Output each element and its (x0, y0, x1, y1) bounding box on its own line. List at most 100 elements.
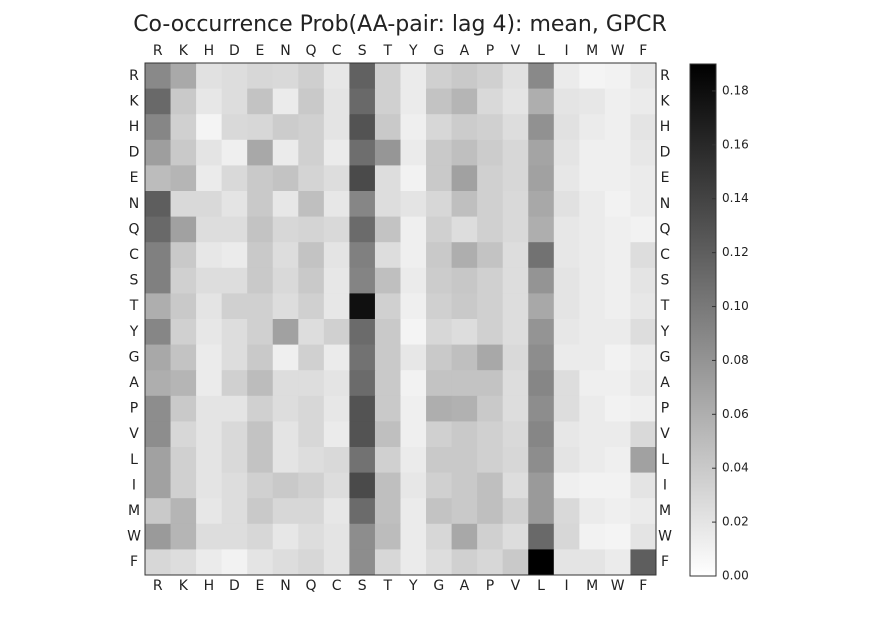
heatmap-cell-S-H (196, 267, 223, 294)
heatmap-cell-H-G (426, 114, 453, 141)
heatmap-cell-M-F (630, 498, 657, 525)
heatmap-cell-C-Y (400, 242, 427, 269)
heatmap-cell-D-G (426, 139, 453, 166)
heatmap-cell-H-S (349, 114, 376, 141)
heatmap-cell-C-M (579, 242, 606, 269)
x-tick-label-top: V (511, 43, 521, 59)
heatmap-cell-T-T (374, 293, 401, 320)
heatmap-cell-I-N (272, 472, 299, 499)
heatmap-cell-W-F (630, 523, 657, 550)
y-tick-label-right: F (661, 554, 669, 570)
heatmap-cell-L-F (630, 447, 657, 474)
heatmap-cell-H-P (477, 114, 504, 141)
heatmap-cell-R-K (170, 63, 197, 90)
heatmap-cell-C-K (170, 242, 197, 269)
heatmap-cell-F-Q (298, 549, 325, 576)
x-tick-label-bottom: L (537, 578, 545, 594)
heatmap-cell-R-I (553, 63, 580, 90)
heatmap-cell-D-P (477, 139, 504, 166)
heatmap-cell-E-W (604, 165, 631, 192)
heatmap-cell-D-T (374, 139, 401, 166)
x-tick-label-bottom: R (153, 578, 163, 594)
heatmap-cell-L-E (247, 447, 274, 474)
heatmap-cell-N-R (145, 191, 172, 218)
heatmap-cell-P-E (247, 395, 274, 422)
heatmap-cell-W-E (247, 523, 274, 550)
heatmap-cell-G-N (272, 344, 299, 371)
y-tick-label-right: P (661, 401, 669, 417)
x-tick-label-top: A (460, 43, 470, 59)
x-tick-label-top: E (256, 43, 265, 59)
heatmap-cell-M-C (323, 498, 350, 525)
heatmap-cell-P-G (426, 395, 453, 422)
heatmap-cell-G-A (451, 344, 478, 371)
heatmap-cell-S-S (349, 267, 376, 294)
heatmap-cell-G-Y (400, 344, 427, 371)
heatmap-cell-M-T (374, 498, 401, 525)
heatmap-cell-S-E (247, 267, 274, 294)
heatmap-cell-Q-C (323, 216, 350, 243)
heatmap-cell-R-W (604, 63, 631, 90)
heatmap-cell-V-S (349, 421, 376, 448)
y-tick-label-right: E (661, 170, 670, 186)
heatmap-cell-G-H (196, 344, 223, 371)
heatmap-cell-N-A (451, 191, 478, 218)
x-tick-label-top: D (229, 43, 240, 59)
y-tick-label-left: V (129, 426, 139, 442)
heatmap-cell-A-N (272, 370, 299, 397)
x-tick-label-bottom: F (639, 578, 647, 594)
heatmap-cell-N-G (426, 191, 453, 218)
x-tick-label-bottom: M (586, 578, 598, 594)
y-tick-label-left: G (129, 349, 140, 365)
heatmap-cell-G-S (349, 344, 376, 371)
heatmap-cell-W-L (528, 523, 555, 550)
heatmap-cell-N-P (477, 191, 504, 218)
heatmap-cell-M-D (221, 498, 248, 525)
heatmap-cell-L-C (323, 447, 350, 474)
heatmap-cell-F-V (502, 549, 529, 576)
x-tick-label-top: H (204, 43, 215, 59)
heatmap-cell-V-K (170, 421, 197, 448)
heatmap-cell-W-A (451, 523, 478, 550)
heatmap-cell-A-T (374, 370, 401, 397)
heatmap-cell-S-D (221, 267, 248, 294)
heatmap-cell-D-Y (400, 139, 427, 166)
heatmap-cell-N-Y (400, 191, 427, 218)
heatmap-cell-W-V (502, 523, 529, 550)
heatmap-cell-F-P (477, 549, 504, 576)
heatmap-cell-S-R (145, 267, 172, 294)
heatmap-cell-Q-L (528, 216, 555, 243)
heatmap-cell-C-F (630, 242, 657, 269)
heatmap-cell-L-I (553, 447, 580, 474)
heatmap-cell-D-F (630, 139, 657, 166)
heatmap-cell-E-D (221, 165, 248, 192)
colorbar-tick-label: 0.00 (722, 569, 749, 583)
heatmap-cell-F-Y (400, 549, 427, 576)
heatmap-cell-Y-R (145, 319, 172, 346)
heatmap-cell-W-Q (298, 523, 325, 550)
x-tick-label-top: N (280, 43, 290, 59)
heatmap-cell-K-E (247, 88, 274, 115)
y-tick-label-right: Q (659, 221, 670, 237)
heatmap-cell-S-W (604, 267, 631, 294)
heatmap-cell-H-V (502, 114, 529, 141)
heatmap-cell-A-P (477, 370, 504, 397)
heatmap-cell-F-E (247, 549, 274, 576)
heatmap-cell-V-L (528, 421, 555, 448)
y-tick-label-right: W (658, 529, 672, 545)
heatmap-cell-S-Q (298, 267, 325, 294)
heatmap-cell-A-D (221, 370, 248, 397)
heatmap-cell-Y-D (221, 319, 248, 346)
heatmap-cell-L-T (374, 447, 401, 474)
heatmap-cell-Q-Q (298, 216, 325, 243)
heatmap-cell-E-R (145, 165, 172, 192)
heatmap-cell-M-V (502, 498, 529, 525)
heatmap-cell-N-T (374, 191, 401, 218)
heatmap-cell-T-G (426, 293, 453, 320)
heatmap-cell-T-L (528, 293, 555, 320)
heatmap-cell-R-T (374, 63, 401, 90)
x-tick-label-bottom: E (256, 578, 265, 594)
heatmap-cell-T-A (451, 293, 478, 320)
heatmap-cell-E-I (553, 165, 580, 192)
